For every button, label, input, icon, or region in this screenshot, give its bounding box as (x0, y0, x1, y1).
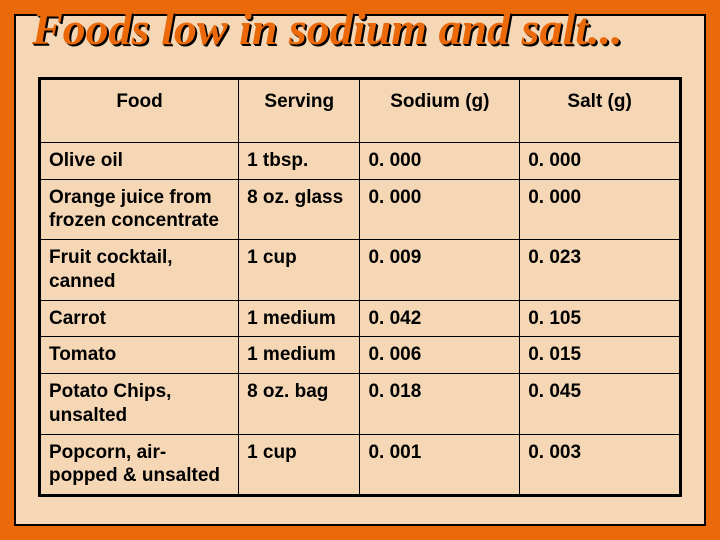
slide-panel: Foods low in sodium and salt... Food Ser… (14, 14, 706, 526)
table-row: Potato Chips, unsalted8 oz. bag0. 0180. … (41, 374, 680, 435)
cell-salt: 0. 045 (520, 374, 680, 435)
page-title: Foods low in sodium and salt... (32, 2, 676, 55)
table-row: Orange juice from frozen concentrate8 oz… (41, 179, 680, 240)
cell-serving: 1 medium (239, 300, 360, 337)
cell-food: Olive oil (41, 142, 239, 179)
cell-salt: 0. 000 (520, 142, 680, 179)
cell-sodium: 0. 009 (360, 240, 520, 301)
cell-food: Carrot (41, 300, 239, 337)
cell-serving: 1 medium (239, 337, 360, 374)
sodium-table: Food Serving Sodium (g) Salt (g) Olive o… (40, 79, 680, 495)
cell-sodium: 0. 006 (360, 337, 520, 374)
cell-salt: 0. 003 (520, 434, 680, 495)
table-row: Popcorn, air-popped & unsalted1 cup0. 00… (41, 434, 680, 495)
cell-salt: 0. 000 (520, 179, 680, 240)
col-header-food: Food (41, 80, 239, 143)
table-row: Olive oil1 tbsp.0. 0000. 000 (41, 142, 680, 179)
table-row: Carrot1 medium0. 0420. 105 (41, 300, 680, 337)
cell-food: Tomato (41, 337, 239, 374)
cell-sodium: 0. 000 (360, 142, 520, 179)
sodium-table-wrap: Food Serving Sodium (g) Salt (g) Olive o… (38, 77, 682, 497)
cell-serving: 1 cup (239, 434, 360, 495)
cell-food: Potato Chips, unsalted (41, 374, 239, 435)
cell-sodium: 0. 000 (360, 179, 520, 240)
col-header-salt: Salt (g) (520, 80, 680, 143)
cell-food: Fruit cocktail, canned (41, 240, 239, 301)
table-header-row: Food Serving Sodium (g) Salt (g) (41, 80, 680, 143)
cell-serving: 1 tbsp. (239, 142, 360, 179)
col-header-serving: Serving (239, 80, 360, 143)
cell-serving: 8 oz. glass (239, 179, 360, 240)
cell-sodium: 0. 001 (360, 434, 520, 495)
table-row: Fruit cocktail, canned1 cup0. 0090. 023 (41, 240, 680, 301)
cell-serving: 1 cup (239, 240, 360, 301)
cell-sodium: 0. 042 (360, 300, 520, 337)
cell-food: Orange juice from frozen concentrate (41, 179, 239, 240)
cell-salt: 0. 105 (520, 300, 680, 337)
col-header-sodium: Sodium (g) (360, 80, 520, 143)
cell-salt: 0. 015 (520, 337, 680, 374)
cell-serving: 8 oz. bag (239, 374, 360, 435)
cell-sodium: 0. 018 (360, 374, 520, 435)
cell-food: Popcorn, air-popped & unsalted (41, 434, 239, 495)
table-row: Tomato1 medium0. 0060. 015 (41, 337, 680, 374)
table-body: Olive oil1 tbsp.0. 0000. 000Orange juice… (41, 142, 680, 494)
cell-salt: 0. 023 (520, 240, 680, 301)
